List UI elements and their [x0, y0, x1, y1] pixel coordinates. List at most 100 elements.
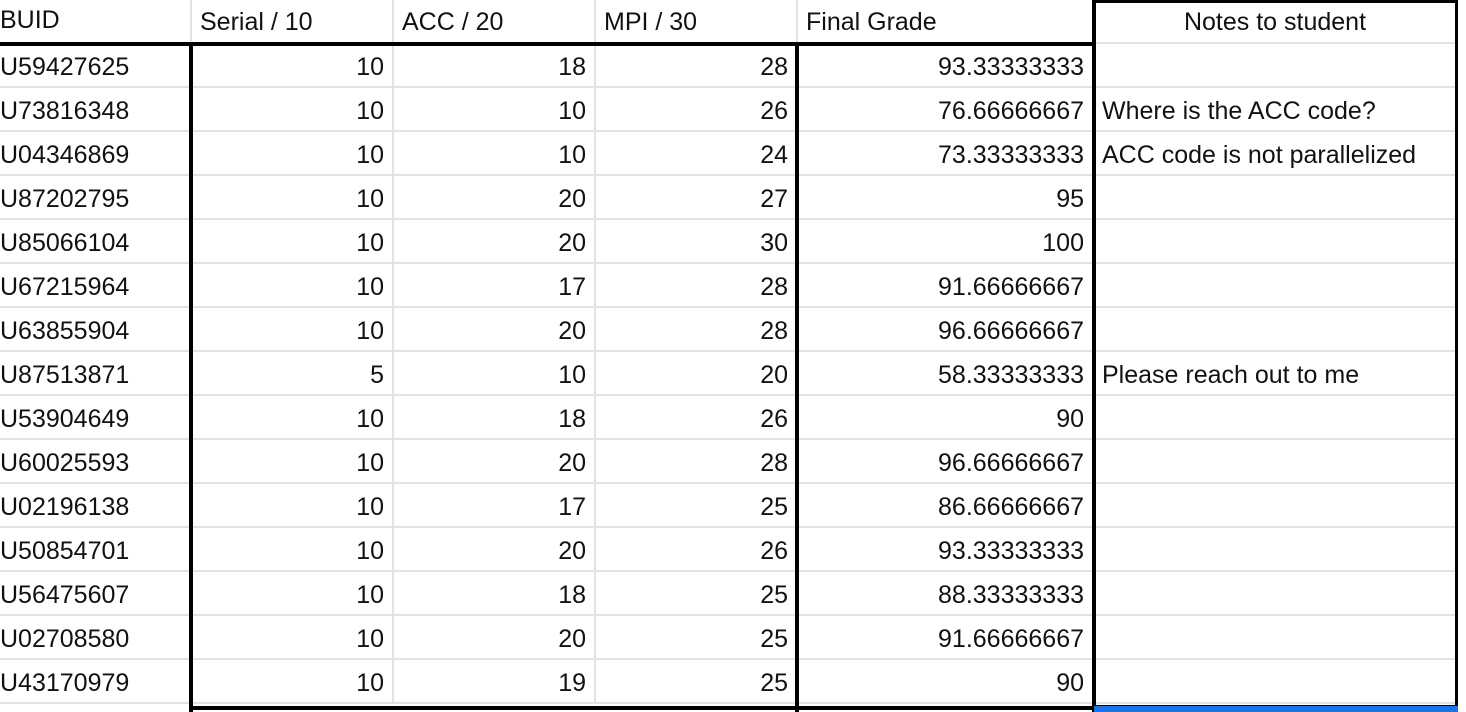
- cell-notes[interactable]: [1094, 660, 1458, 704]
- cell-buid[interactable]: U02196138: [0, 484, 192, 528]
- cell-buid[interactable]: U87202795: [0, 176, 192, 220]
- cell-notes[interactable]: [1094, 528, 1458, 572]
- cell-serial[interactable]: 10: [192, 132, 394, 176]
- cell-notes[interactable]: ACC code is not parallelized: [1094, 132, 1458, 176]
- cell-mpi[interactable]: 25: [596, 660, 798, 704]
- cell-notes[interactable]: [1094, 396, 1458, 440]
- cell-notes[interactable]: [1094, 616, 1458, 660]
- cell-final-grade[interactable]: 90: [798, 396, 1094, 440]
- cell-mpi[interactable]: 25: [596, 484, 798, 528]
- cell-final-grade[interactable]: 93.33333333: [798, 44, 1094, 88]
- cell-mpi[interactable]: 25: [596, 572, 798, 616]
- header-mpi[interactable]: MPI / 30: [596, 0, 798, 44]
- cell-notes[interactable]: [1094, 308, 1458, 352]
- cell-final-grade[interactable]: 91.66666667: [798, 616, 1094, 660]
- cell-buid[interactable]: U87513871: [0, 352, 192, 396]
- cell-final-grade[interactable]: 93.33333333: [798, 528, 1094, 572]
- cell-serial[interactable]: 10: [192, 88, 394, 132]
- cell-acc[interactable]: 20: [394, 528, 596, 572]
- cell-mpi[interactable]: 27: [596, 176, 798, 220]
- cell-final-grade[interactable]: 73.33333333: [798, 132, 1094, 176]
- cell-serial[interactable]: 10: [192, 308, 394, 352]
- cell-notes[interactable]: Please reach out to me: [1094, 352, 1458, 396]
- cell-serial[interactable]: 5: [192, 352, 394, 396]
- cell-mpi[interactable]: 28: [596, 264, 798, 308]
- cell-final-grade[interactable]: 96.66666667: [798, 308, 1094, 352]
- cell-serial[interactable]: 10: [192, 616, 394, 660]
- cell-serial[interactable]: 10: [192, 572, 394, 616]
- cell-buid[interactable]: U53904649: [0, 396, 192, 440]
- cell-buid[interactable]: U63855904: [0, 308, 192, 352]
- cell-serial[interactable]: 10: [192, 440, 394, 484]
- cell-final-grade[interactable]: 86.66666667: [798, 484, 1094, 528]
- cell-mpi[interactable]: 26: [596, 396, 798, 440]
- cell-acc[interactable]: 10: [394, 352, 596, 396]
- cell-notes[interactable]: [1094, 44, 1458, 88]
- cell-mpi[interactable]: 25: [596, 616, 798, 660]
- cell-acc[interactable]: 20: [394, 308, 596, 352]
- cell-buid[interactable]: U60025593: [0, 440, 192, 484]
- cell-notes[interactable]: [1094, 176, 1458, 220]
- cell-mpi[interactable]: 26: [596, 528, 798, 572]
- header-notes[interactable]: Notes to student: [1094, 0, 1458, 44]
- cell-acc[interactable]: 10: [394, 132, 596, 176]
- cell-final-grade[interactable]: 95: [798, 176, 1094, 220]
- cell-mpi[interactable]: 28: [596, 308, 798, 352]
- table-bottom-border: [189, 706, 1096, 710]
- cell-serial[interactable]: 10: [192, 44, 394, 88]
- cell-notes[interactable]: [1094, 572, 1458, 616]
- cell-final-grade[interactable]: 90: [798, 660, 1094, 704]
- cell-notes[interactable]: [1094, 264, 1458, 308]
- cell-mpi[interactable]: 20: [596, 352, 798, 396]
- header-bottom-border: [0, 42, 1096, 46]
- cell-acc[interactable]: 20: [394, 176, 596, 220]
- cell-acc[interactable]: 10: [394, 88, 596, 132]
- cell-notes[interactable]: Where is the ACC code?: [1094, 88, 1458, 132]
- cell-serial[interactable]: 10: [192, 660, 394, 704]
- cell-final-grade[interactable]: 76.66666667: [798, 88, 1094, 132]
- selection-indicator: [1094, 706, 1458, 712]
- cell-acc[interactable]: 17: [394, 264, 596, 308]
- header-buid[interactable]: BUID: [0, 0, 192, 44]
- cell-buid[interactable]: U04346869: [0, 132, 192, 176]
- cell-serial[interactable]: 10: [192, 484, 394, 528]
- cell-final-grade[interactable]: 91.66666667: [798, 264, 1094, 308]
- cell-final-grade[interactable]: 58.33333333: [798, 352, 1094, 396]
- cell-mpi[interactable]: 28: [596, 44, 798, 88]
- cell-final-grade[interactable]: 100: [798, 220, 1094, 264]
- cell-serial[interactable]: 10: [192, 396, 394, 440]
- cell-buid[interactable]: U43170979: [0, 660, 192, 704]
- cell-buid[interactable]: U85066104: [0, 220, 192, 264]
- cell-buid[interactable]: U56475607: [0, 572, 192, 616]
- cell-acc[interactable]: 18: [394, 396, 596, 440]
- header-final-grade[interactable]: Final Grade: [798, 0, 1094, 44]
- cell-buid[interactable]: U67215964: [0, 264, 192, 308]
- cell-buid[interactable]: U50854701: [0, 528, 192, 572]
- cell-serial[interactable]: 10: [192, 528, 394, 572]
- cell-notes[interactable]: [1094, 484, 1458, 528]
- cell-acc[interactable]: 18: [394, 44, 596, 88]
- cell-notes[interactable]: [1094, 220, 1458, 264]
- header-acc[interactable]: ACC / 20: [394, 0, 596, 44]
- cell-acc[interactable]: 20: [394, 440, 596, 484]
- cell-acc[interactable]: 20: [394, 616, 596, 660]
- cell-mpi[interactable]: 26: [596, 88, 798, 132]
- cell-serial[interactable]: 10: [192, 176, 394, 220]
- cell-mpi[interactable]: 30: [596, 220, 798, 264]
- header-serial[interactable]: Serial / 10: [192, 0, 394, 44]
- score-block-left-border: [189, 42, 193, 712]
- cell-acc[interactable]: 20: [394, 220, 596, 264]
- cell-buid[interactable]: U59427625: [0, 44, 192, 88]
- cell-final-grade[interactable]: 96.66666667: [798, 440, 1094, 484]
- cell-notes[interactable]: [1094, 440, 1458, 484]
- cell-acc[interactable]: 17: [394, 484, 596, 528]
- cell-serial[interactable]: 10: [192, 264, 394, 308]
- cell-buid[interactable]: U02708580: [0, 616, 192, 660]
- cell-acc[interactable]: 19: [394, 660, 596, 704]
- cell-acc[interactable]: 18: [394, 572, 596, 616]
- cell-final-grade[interactable]: 88.33333333: [798, 572, 1094, 616]
- cell-serial[interactable]: 10: [192, 220, 394, 264]
- cell-mpi[interactable]: 28: [596, 440, 798, 484]
- cell-buid[interactable]: U73816348: [0, 88, 192, 132]
- cell-mpi[interactable]: 24: [596, 132, 798, 176]
